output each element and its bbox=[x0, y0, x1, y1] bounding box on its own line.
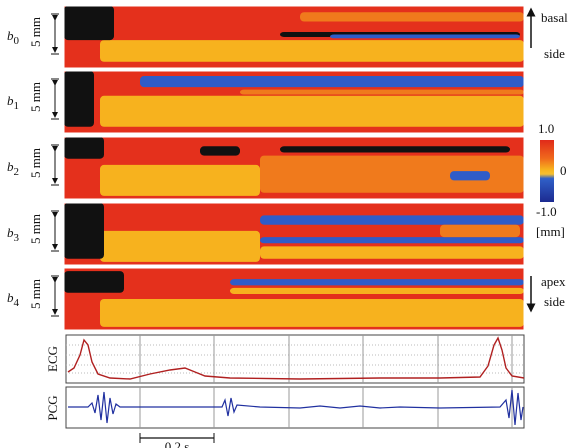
colorbar-unit: [mm] bbox=[536, 224, 565, 239]
heatmap-region bbox=[100, 230, 260, 262]
heatmap-region bbox=[230, 279, 524, 286]
heatmap-region bbox=[64, 203, 104, 259]
time-scale-label: 0.2 s bbox=[165, 439, 190, 448]
heatmap-region bbox=[240, 89, 524, 95]
basal-label: basal bbox=[541, 10, 568, 25]
scale-label: 5 mm bbox=[28, 82, 43, 112]
panel-index: 4 bbox=[14, 297, 20, 309]
ecg-grid bbox=[66, 344, 524, 374]
scale-label: 5 mm bbox=[28, 214, 43, 244]
heatmap-region bbox=[140, 75, 524, 88]
heatmap-region bbox=[64, 271, 124, 293]
heatmap-region bbox=[100, 95, 524, 127]
heatmap-region bbox=[330, 34, 520, 39]
heatmap-frame bbox=[63, 5, 525, 69]
heatmap-region bbox=[230, 287, 524, 295]
heatmap-region bbox=[200, 146, 240, 156]
heatmap-frame bbox=[63, 202, 525, 266]
basal-label: side bbox=[544, 46, 565, 61]
heatmap-region bbox=[280, 146, 510, 153]
apex-label: side bbox=[544, 294, 565, 309]
heatmap-frame bbox=[63, 70, 525, 134]
panel-label: b0 bbox=[7, 28, 20, 47]
heatmap-frame bbox=[63, 136, 525, 200]
heatmap-region bbox=[260, 246, 524, 259]
heatmap-region bbox=[100, 299, 524, 327]
apex-label: apex bbox=[541, 274, 566, 289]
heatmap-region bbox=[64, 6, 114, 41]
panel-letter: b bbox=[7, 225, 14, 240]
ecg-box bbox=[65, 334, 525, 384]
panel-index: 3 bbox=[14, 232, 20, 244]
panel-label: b1 bbox=[7, 93, 19, 112]
heatmap-region bbox=[100, 40, 524, 62]
heatmap-frame bbox=[63, 267, 525, 331]
scale-label: 5 mm bbox=[28, 148, 43, 178]
panel-label: b3 bbox=[7, 225, 20, 244]
panel-label: b2 bbox=[7, 159, 19, 178]
pcg-label: PCG bbox=[45, 395, 60, 420]
heatmap-region bbox=[100, 164, 260, 196]
panel-letter: b bbox=[7, 159, 14, 174]
pcg-trace bbox=[68, 389, 524, 426]
panel-letter: b bbox=[7, 28, 14, 43]
panel-letter: b bbox=[7, 290, 14, 305]
panel-letter: b bbox=[7, 93, 14, 108]
heatmap-region bbox=[450, 171, 490, 181]
colorbar-min: -1.0 bbox=[536, 204, 557, 219]
heatmap-region bbox=[260, 155, 524, 193]
heatmap-region bbox=[260, 215, 524, 225]
heatmap-region bbox=[64, 71, 94, 127]
scale-label: 5 mm bbox=[28, 17, 43, 47]
heatmap-region bbox=[64, 137, 104, 159]
colorbar bbox=[540, 140, 554, 202]
colorbar-mid: 0 bbox=[560, 163, 567, 178]
panel-index: 1 bbox=[14, 100, 20, 112]
ecg-label: ECG bbox=[45, 346, 60, 372]
ecg-trace bbox=[67, 336, 525, 380]
panel-index: 2 bbox=[14, 166, 20, 178]
colorbar-max: 1.0 bbox=[538, 121, 554, 136]
panel-index: 0 bbox=[14, 35, 20, 47]
heatmap-region bbox=[260, 237, 524, 244]
heatmap-region bbox=[440, 224, 520, 238]
scale-label: 5 mm bbox=[28, 279, 43, 309]
heatmap-region bbox=[300, 12, 524, 22]
panel-label: b4 bbox=[7, 290, 20, 309]
